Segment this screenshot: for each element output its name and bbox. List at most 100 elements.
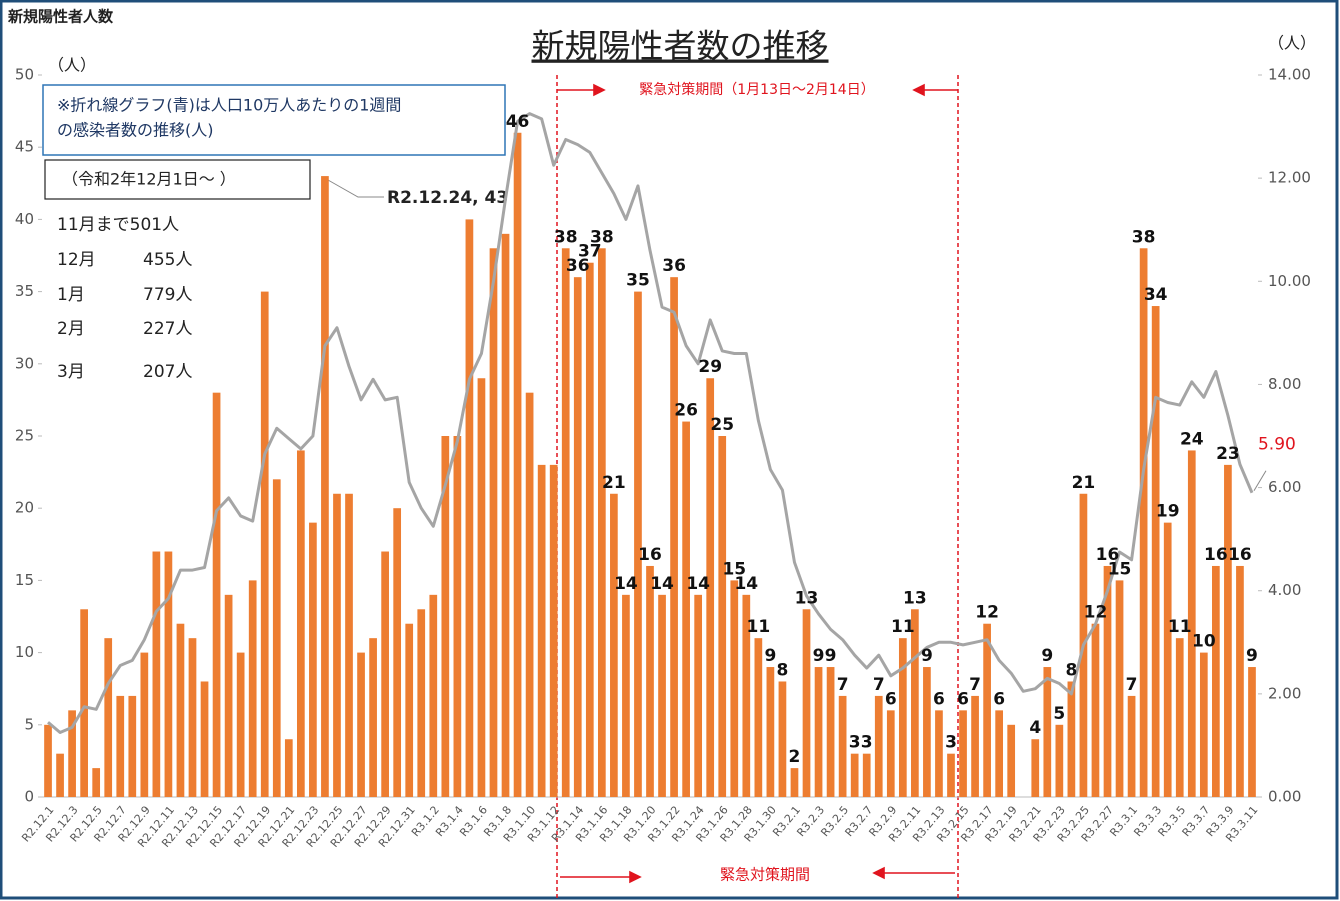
bar: [128, 695, 137, 797]
value-label: 36: [662, 256, 686, 276]
value-label: 7: [969, 675, 981, 695]
bar: [537, 464, 546, 797]
note-line: の感染者数の推移(人): [57, 121, 214, 140]
value-label: 12: [975, 603, 999, 623]
y2-tick-label: 14.00: [1268, 66, 1311, 84]
bar: [814, 667, 823, 797]
bar: [1151, 306, 1160, 797]
value-label: 21: [1072, 473, 1096, 493]
bar: [441, 436, 450, 797]
bar: [1187, 450, 1196, 797]
value-label: 3: [861, 733, 873, 753]
value-label: 3: [945, 733, 957, 753]
value-label: 16: [638, 545, 662, 565]
bar: [682, 421, 690, 797]
bar: [164, 551, 173, 797]
bar: [104, 638, 113, 797]
bar: [513, 132, 522, 797]
value-label: 14: [650, 574, 674, 594]
value-label: 6: [993, 689, 1005, 709]
bar: [622, 594, 630, 797]
bar: [200, 681, 209, 797]
y-tick-label: 5: [24, 715, 34, 733]
value-label: 46: [506, 112, 530, 132]
bar: [1175, 638, 1184, 797]
bar: [670, 277, 678, 797]
y-tick-label: 30: [15, 354, 34, 372]
value-label: 38: [554, 227, 578, 247]
chart-title: 新規陽性者数の推移: [532, 27, 829, 66]
monthly-stat: 227人: [143, 319, 192, 339]
bar: [1139, 248, 1148, 797]
monthly-stat: 1月: [57, 285, 85, 305]
monthly-stat: 779人: [143, 285, 192, 305]
bar: [393, 508, 402, 797]
bar: [248, 580, 257, 797]
value-label: 16: [1228, 545, 1252, 565]
value-label: 16: [1204, 545, 1228, 565]
bar: [573, 277, 582, 797]
y-tick-label: 0: [24, 788, 34, 806]
bar: [1163, 522, 1172, 797]
value-label: 9: [813, 646, 825, 666]
bar: [489, 248, 498, 797]
value-label: 3: [849, 733, 861, 753]
y-tick-label: 25: [15, 427, 34, 445]
value-label: 9: [1041, 646, 1053, 666]
bar: [369, 638, 377, 797]
bar: [634, 291, 642, 797]
bar: [429, 594, 438, 797]
value-label: 23: [1216, 444, 1240, 464]
bar: [983, 623, 991, 797]
bar: [188, 638, 197, 797]
bar: [525, 392, 534, 797]
value-label: 7: [837, 675, 849, 695]
bar: [453, 436, 462, 797]
bar: [706, 378, 715, 797]
value-label: 21: [602, 473, 626, 493]
period-arrows: [557, 83, 958, 884]
bar: [56, 753, 64, 797]
bar: [995, 710, 1004, 797]
value-label: 36: [566, 256, 590, 276]
bar: [826, 667, 835, 797]
monthly-stat: 207人: [143, 362, 192, 382]
value-label: 12: [1084, 603, 1108, 623]
bar: [296, 450, 305, 797]
bar: [959, 710, 967, 797]
y-tick-label: 15: [15, 571, 34, 589]
bar: [646, 565, 654, 797]
value-label: 7: [873, 675, 885, 695]
bar: [152, 551, 161, 797]
value-label: 38: [1132, 227, 1156, 247]
bar: [561, 248, 570, 797]
value-label: 5.90: [1258, 435, 1296, 455]
y2-tick-label: 10.00: [1268, 272, 1311, 290]
bar: [381, 551, 389, 797]
bar: [874, 695, 883, 797]
value-label: 14: [734, 574, 758, 594]
period-top-label: 緊急対策期間（1月13日～2月14日）: [639, 81, 874, 98]
y2-tick-label: 8.00: [1268, 375, 1301, 393]
bar: [260, 291, 269, 797]
bar: [1248, 667, 1256, 797]
bar: [1224, 464, 1232, 797]
bar: [405, 623, 414, 797]
bar: [585, 262, 594, 798]
y-unit: （人）: [48, 56, 96, 75]
value-label: 19: [1156, 502, 1180, 522]
bar: [947, 753, 955, 797]
note-line: ※折れ線グラフ(青)は人口10万人あたりの1週間: [57, 96, 401, 115]
y-tick-label: 35: [15, 282, 34, 300]
bar: [1043, 667, 1052, 797]
bar: [224, 594, 233, 797]
monthly-stat: 2月: [57, 319, 85, 339]
bar: [597, 248, 606, 797]
page-label: 新規陽性者人数: [7, 8, 114, 26]
value-label: 13: [903, 588, 927, 608]
value-label: 14: [686, 574, 710, 594]
y-tick-label: 45: [15, 138, 34, 156]
bar: [1055, 724, 1064, 797]
bar: [501, 233, 510, 798]
bar: [838, 695, 847, 797]
